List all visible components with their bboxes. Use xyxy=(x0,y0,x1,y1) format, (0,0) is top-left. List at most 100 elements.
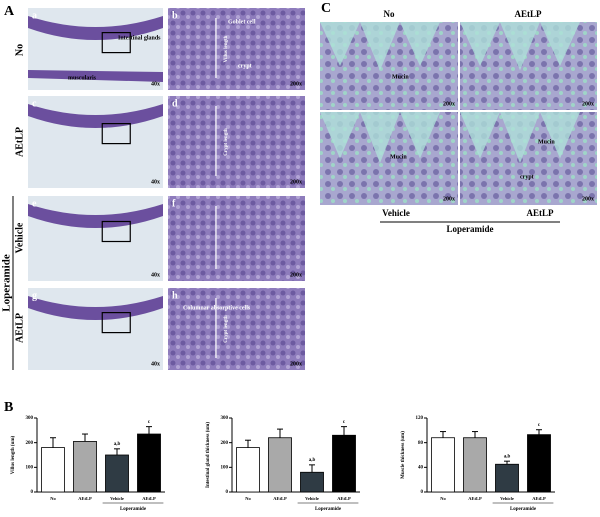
magnification: 200x xyxy=(290,179,302,185)
bottom-label: Vehicle xyxy=(382,208,410,218)
x-tick-label: AEtLP xyxy=(468,496,482,501)
zoom-box xyxy=(101,122,131,145)
row-label: AEtLP xyxy=(14,313,25,343)
group-label: Loperamide xyxy=(120,507,147,512)
x-tick-label: No xyxy=(50,496,56,501)
annotation: Mucin xyxy=(390,154,407,160)
row-label: AEtLP xyxy=(14,127,25,157)
y-tick-label: 40 xyxy=(418,465,424,470)
bar xyxy=(268,437,292,493)
bar xyxy=(431,437,455,493)
bar xyxy=(495,463,519,493)
panel-letter: a xyxy=(32,10,37,21)
y-tick-label: 120 xyxy=(416,416,424,421)
bottom-label: AEtLP xyxy=(527,208,555,218)
magnification: 200x xyxy=(290,81,302,87)
histology-image xyxy=(168,8,305,90)
group-label: Loperamide xyxy=(510,507,537,512)
annotation: Crypt length xyxy=(224,128,229,156)
histology-image xyxy=(28,196,163,281)
annotation: Mucin xyxy=(538,139,555,145)
magnification: 40x xyxy=(151,179,160,185)
y-tick-label: 0 xyxy=(226,490,229,495)
magnification: 200x xyxy=(582,101,594,107)
bar-label: a,b xyxy=(114,442,121,447)
panel-letter: h xyxy=(172,290,178,301)
bar xyxy=(236,447,260,493)
panel-label: A xyxy=(4,4,15,19)
x-tick-label: AEtLP xyxy=(273,496,287,501)
y-tick-label: 100 xyxy=(221,465,229,470)
y-tick-label: 300 xyxy=(221,416,229,421)
y-tick-label: 200 xyxy=(26,441,34,446)
x-tick-label: Vehicle xyxy=(305,496,319,501)
annotation: Columnar absorptive cells xyxy=(183,305,251,311)
zoom-box xyxy=(101,312,131,334)
bar xyxy=(300,471,324,493)
row-label: Vehicle xyxy=(14,222,25,253)
x-tick-label: AEtLP xyxy=(337,496,351,501)
magnification: 200x xyxy=(443,101,455,107)
villi xyxy=(460,22,597,71)
bar xyxy=(105,454,129,493)
tissue-band xyxy=(28,70,163,82)
x-tick-label: Vehicle xyxy=(110,496,124,501)
magnification: 40x xyxy=(151,361,160,367)
tissue-band xyxy=(28,104,163,128)
panel-letter: d xyxy=(172,98,178,109)
bar-label: a,b xyxy=(504,454,511,459)
bar-label: c xyxy=(148,420,151,425)
x-tick-label: AEtLP xyxy=(142,496,156,501)
villi xyxy=(460,112,597,164)
histology-image xyxy=(28,288,163,370)
tissue-band xyxy=(28,16,163,40)
group-label: Loperamide xyxy=(447,224,494,234)
bar xyxy=(73,441,97,493)
bar-label: c xyxy=(538,423,541,428)
y-axis-label: Villus length (um) xyxy=(11,435,16,474)
annotation: Crypt length xyxy=(224,315,229,343)
panel-letter: g xyxy=(32,290,37,301)
magnification: 200x xyxy=(290,272,302,278)
histology-image xyxy=(168,196,305,281)
bar xyxy=(41,447,65,493)
zoom-box xyxy=(101,31,131,54)
annotation: Intestinal glands xyxy=(118,35,161,41)
x-tick-label: No xyxy=(440,496,446,501)
histology-image xyxy=(168,96,305,188)
panel-letter: e xyxy=(32,198,37,209)
panel-letter: b xyxy=(172,10,178,21)
magnification: 200x xyxy=(290,361,302,367)
y-tick-label: 0 xyxy=(31,490,34,495)
y-tick-label: 300 xyxy=(26,416,34,421)
villi xyxy=(320,22,458,71)
y-tick-label: 200 xyxy=(221,441,229,446)
annotation: crypt xyxy=(238,63,252,69)
y-tick-label: 0 xyxy=(421,490,424,495)
annotation: Goblet cell xyxy=(228,19,256,25)
histology-image xyxy=(168,288,305,370)
x-tick-label: AEtLP xyxy=(532,496,546,501)
zoom-box xyxy=(101,220,131,243)
x-tick-label: Vehicle xyxy=(500,496,514,501)
annotation: Mucin xyxy=(392,74,409,80)
panel-letter: f xyxy=(172,198,176,209)
group-label: Loperamide xyxy=(1,254,13,312)
group-label: Loperamide xyxy=(315,507,342,512)
y-axis-label: Muscle thickness (um) xyxy=(401,431,406,479)
magnification: 40x xyxy=(151,81,160,87)
bar-label: a,b xyxy=(309,458,316,463)
x-tick-label: No xyxy=(245,496,251,501)
bar-label: c xyxy=(343,420,346,425)
annotation: crypt xyxy=(520,174,534,180)
panel-label: B xyxy=(4,400,13,415)
tissue-band xyxy=(28,296,163,320)
villi xyxy=(320,112,458,164)
row-label: No xyxy=(14,44,25,56)
annotation: Villus length xyxy=(224,35,229,62)
bar xyxy=(527,434,551,493)
column-label: No xyxy=(384,9,395,19)
y-tick-label: 100 xyxy=(26,465,34,470)
bar xyxy=(137,433,161,493)
